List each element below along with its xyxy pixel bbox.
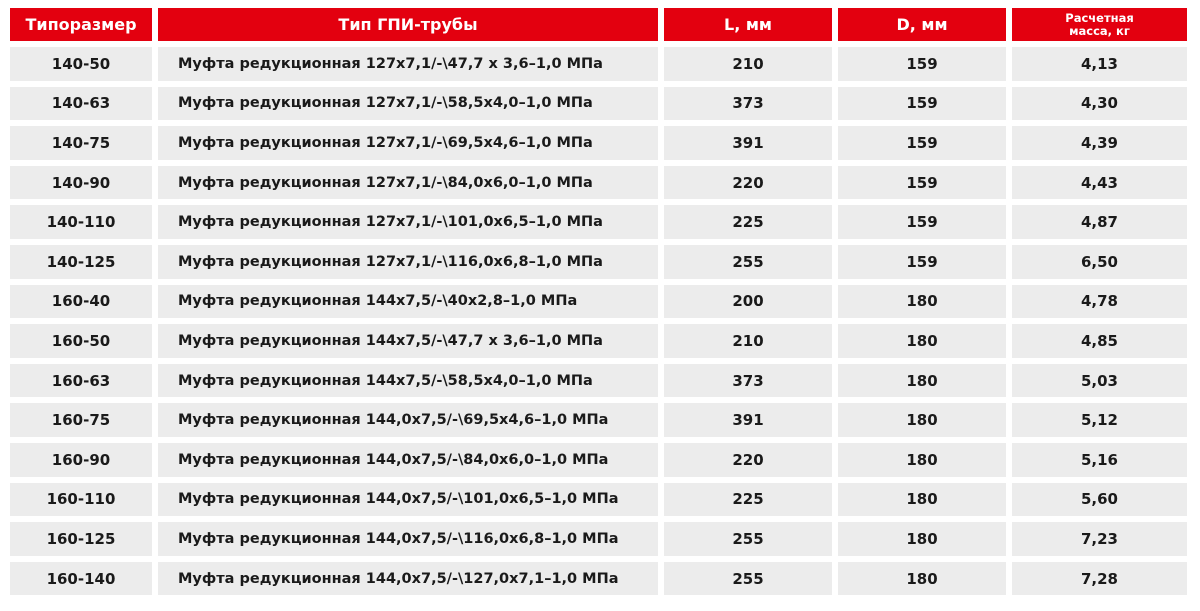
cell-length: 220 bbox=[664, 442, 832, 477]
cell-diameter: 159 bbox=[838, 165, 1006, 200]
cell-diameter: 180 bbox=[838, 442, 1006, 477]
cell-pipe-type: Муфта редукционная 127x7,1/-\101,0x6,5–1… bbox=[158, 205, 658, 239]
cell-size: 160-140 bbox=[10, 561, 152, 596]
cell-diameter: 159 bbox=[838, 205, 1006, 239]
header-length: L, мм bbox=[664, 8, 832, 41]
cell-mass: 5,16 bbox=[1012, 442, 1187, 477]
cell-diameter: 180 bbox=[838, 403, 1006, 437]
cell-length: 391 bbox=[664, 403, 832, 437]
cell-length: 391 bbox=[664, 126, 832, 160]
cell-diameter: 180 bbox=[838, 363, 1006, 398]
cell-size: 160-50 bbox=[10, 324, 152, 358]
header-size: Типоразмер bbox=[10, 8, 152, 41]
header-diameter: D, мм bbox=[838, 8, 1006, 41]
cell-size: 160-90 bbox=[10, 442, 152, 477]
cell-diameter: 159 bbox=[838, 126, 1006, 160]
cell-pipe-type: Муфта редукционная 144,0x7,5/-\116,0x6,8… bbox=[158, 522, 658, 556]
cell-diameter: 180 bbox=[838, 522, 1006, 556]
cell-size: 160-110 bbox=[10, 482, 152, 517]
cell-length: 200 bbox=[664, 284, 832, 319]
cell-mass: 4,78 bbox=[1012, 284, 1187, 319]
cell-size: 140-90 bbox=[10, 165, 152, 200]
cell-diameter: 180 bbox=[838, 284, 1006, 319]
cell-length: 373 bbox=[664, 363, 832, 398]
cell-pipe-type: Муфта редукционная 127x7,1/-\58,5x4,0–1,… bbox=[158, 86, 658, 121]
cell-mass: 5,60 bbox=[1012, 482, 1187, 517]
cell-pipe-type: Муфта редукционная 144x7,5/-\47,7 x 3,6–… bbox=[158, 324, 658, 358]
cell-diameter: 180 bbox=[838, 482, 1006, 517]
cell-mass: 7,23 bbox=[1012, 522, 1187, 556]
cell-size: 140-50 bbox=[10, 47, 152, 81]
cell-mass: 4,39 bbox=[1012, 126, 1187, 160]
cell-diameter: 159 bbox=[838, 47, 1006, 81]
cell-pipe-type: Муфта редукционная 144,0x7,5/-\69,5x4,6–… bbox=[158, 403, 658, 437]
cell-pipe-type: Муфта редукционная 144x7,5/-\40x2,8–1,0 … bbox=[158, 284, 658, 319]
cell-size: 160-75 bbox=[10, 403, 152, 437]
cell-length: 255 bbox=[664, 561, 832, 596]
cell-pipe-type: Муфта редукционная 144x7,5/-\58,5x4,0–1,… bbox=[158, 363, 658, 398]
cell-mass: 4,43 bbox=[1012, 165, 1187, 200]
cell-mass: 4,85 bbox=[1012, 324, 1187, 358]
cell-size: 160-40 bbox=[10, 284, 152, 319]
cell-pipe-type: Муфта редукционная 127x7,1/-\84,0x6,0–1,… bbox=[158, 165, 658, 200]
header-mass: Расчетная масса, кг bbox=[1012, 8, 1187, 41]
cell-length: 225 bbox=[664, 482, 832, 517]
cell-mass: 4,30 bbox=[1012, 86, 1187, 121]
cell-mass: 7,28 bbox=[1012, 561, 1187, 596]
cell-diameter: 159 bbox=[838, 244, 1006, 279]
cell-size: 160-63 bbox=[10, 363, 152, 398]
cell-mass: 4,13 bbox=[1012, 47, 1187, 81]
cell-size: 140-125 bbox=[10, 244, 152, 279]
product-table: Типоразмер Тип ГПИ-трубы L, мм D, мм Расчетн… bbox=[10, 8, 1187, 596]
cell-mass: 6,50 bbox=[1012, 244, 1187, 279]
cell-length: 373 bbox=[664, 86, 832, 121]
cell-mass: 4,87 bbox=[1012, 205, 1187, 239]
cell-length: 210 bbox=[664, 47, 832, 81]
cell-length: 220 bbox=[664, 165, 832, 200]
cell-length: 255 bbox=[664, 244, 832, 279]
cell-diameter: 159 bbox=[838, 86, 1006, 121]
cell-size: 160-125 bbox=[10, 522, 152, 556]
cell-length: 210 bbox=[664, 324, 832, 358]
cell-diameter: 180 bbox=[838, 561, 1006, 596]
cell-pipe-type: Муфта редукционная 127x7,1/-\69,5x4,6–1,… bbox=[158, 126, 658, 160]
cell-pipe-type: Муфта редукционная 127x7,1/-\47,7 x 3,6–… bbox=[158, 47, 658, 81]
cell-pipe-type: Муфта редукционная 144,0x7,5/-\127,0x7,1… bbox=[158, 561, 658, 596]
cell-length: 255 bbox=[664, 522, 832, 556]
cell-size: 140-63 bbox=[10, 86, 152, 121]
cell-pipe-type: Муфта редукционная 144,0x7,5/-\101,0x6,5… bbox=[158, 482, 658, 517]
cell-mass: 5,03 bbox=[1012, 363, 1187, 398]
cell-length: 225 bbox=[664, 205, 832, 239]
cell-size: 140-110 bbox=[10, 205, 152, 239]
header-pipe-type: Тип ГПИ-трубы bbox=[158, 8, 658, 41]
cell-size: 140-75 bbox=[10, 126, 152, 160]
cell-pipe-type: Муфта редукционная 127x7,1/-\116,0x6,8–1… bbox=[158, 244, 658, 279]
cell-mass: 5,12 bbox=[1012, 403, 1187, 437]
cell-diameter: 180 bbox=[838, 324, 1006, 358]
cell-pipe-type: Муфта редукционная 144,0x7,5/-\84,0x6,0–… bbox=[158, 442, 658, 477]
